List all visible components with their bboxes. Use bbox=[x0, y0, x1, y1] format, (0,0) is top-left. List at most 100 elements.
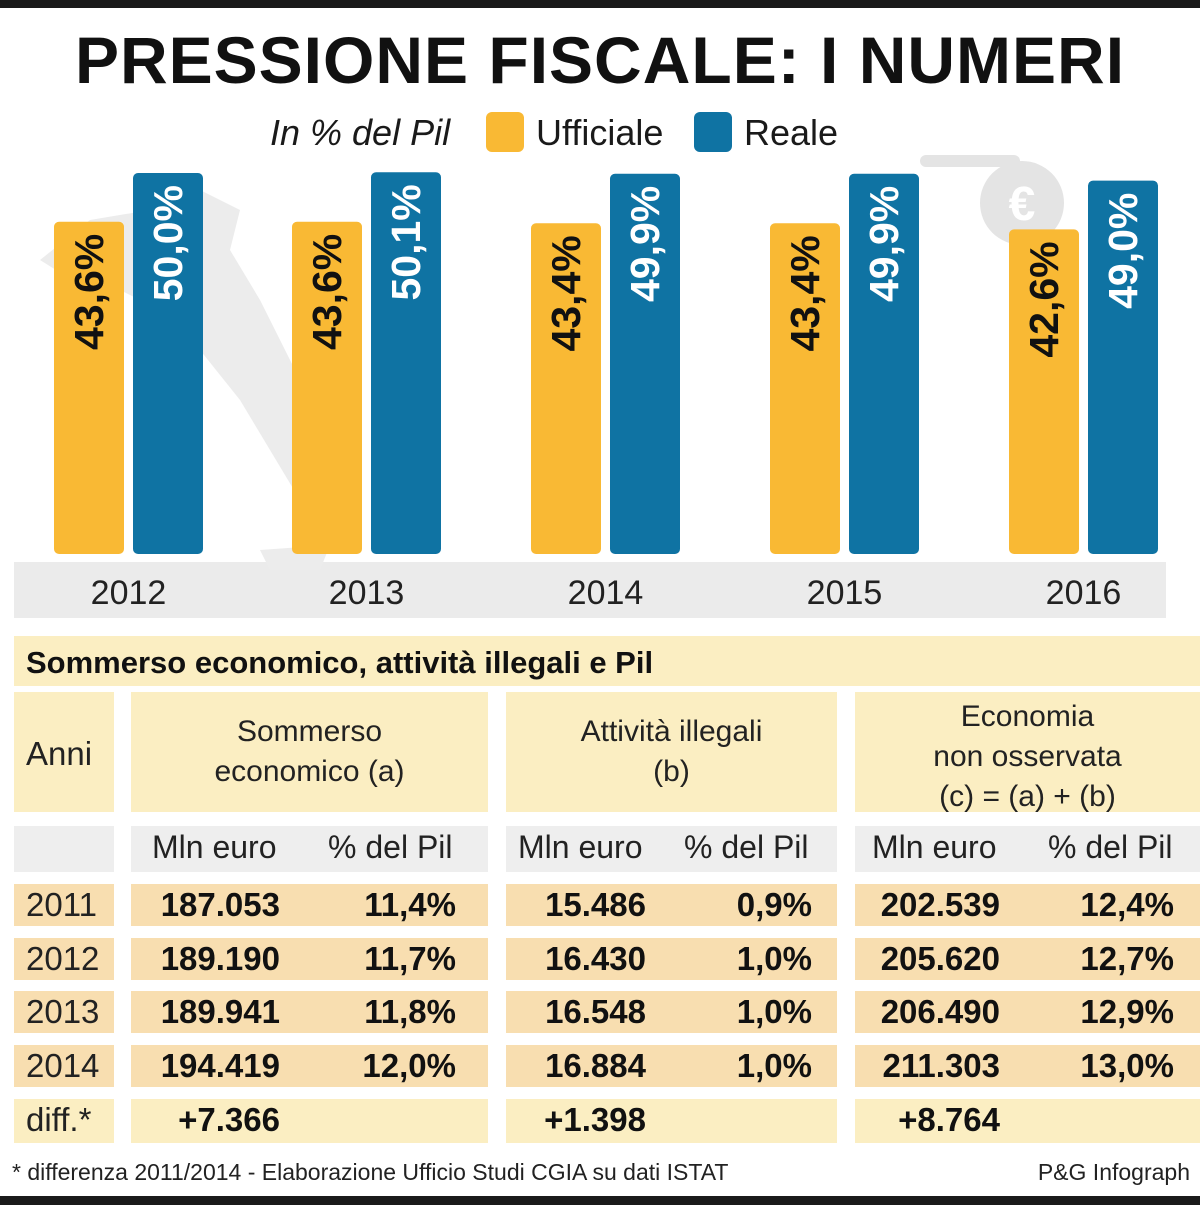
diff-row-group-1 bbox=[506, 1099, 837, 1143]
row-year-2011: 2011 bbox=[26, 886, 97, 923]
header-anni-label: Anni bbox=[26, 735, 93, 772]
group-header-2-line-2: (c) = (a) + (b) bbox=[939, 780, 1116, 813]
subheader-cell-group-0 bbox=[131, 826, 488, 872]
header-cell-group-0 bbox=[131, 692, 488, 812]
cell-c_mln-2013: 206.490 bbox=[880, 993, 1000, 1030]
cell-c_pct-2012: 12,7% bbox=[1080, 940, 1174, 977]
table-row-2014-group-1 bbox=[506, 1045, 837, 1087]
bar-reale-2016 bbox=[1088, 180, 1158, 554]
data-label-reale-2012: 50,0% bbox=[145, 185, 191, 301]
bottom-rule bbox=[0, 1196, 1200, 1205]
cell-a_mln-2014: 194.419 bbox=[160, 1047, 280, 1084]
table-row-2011-group-2 bbox=[855, 884, 1200, 926]
coin-stack-icon: € bbox=[920, 155, 1064, 245]
cell-b_mln-2013: 16.548 bbox=[545, 993, 646, 1030]
cell-c_mln-2014: 211.303 bbox=[882, 1047, 1000, 1084]
cell-a_pct-2013: 11,8% bbox=[364, 993, 456, 1030]
diff-value-a: +7.366 bbox=[178, 1101, 280, 1138]
bar-ufficiale-2015 bbox=[770, 223, 840, 554]
diff-row-group-0 bbox=[131, 1099, 488, 1143]
header-cell-group-1 bbox=[506, 692, 837, 812]
cell-a_mln-2012: 189.190 bbox=[160, 940, 280, 977]
table-title-band bbox=[14, 636, 1200, 686]
table-row-2013-group-2 bbox=[855, 991, 1200, 1033]
data-label-reale-2013: 50,1% bbox=[383, 184, 429, 300]
diff-row-anni bbox=[14, 1099, 114, 1143]
year-axis-band bbox=[14, 562, 1166, 618]
group-header-0-line-1: economico (a) bbox=[214, 755, 405, 788]
bar-reale-2012 bbox=[133, 173, 203, 554]
cell-a_pct-2011: 11,4% bbox=[364, 886, 456, 923]
cell-c_pct-2014: 13,0% bbox=[1080, 1047, 1174, 1084]
data-label-ufficiale-2016: 42,6% bbox=[1021, 241, 1067, 357]
table-row-2013-anni bbox=[14, 991, 114, 1033]
table-row-2011-group-0 bbox=[131, 884, 488, 926]
table-row-2012-group-2 bbox=[855, 938, 1200, 980]
group-header-1-line-1: (b) bbox=[653, 755, 690, 788]
cell-b_pct-2014: 1,0% bbox=[736, 1047, 812, 1084]
cell-b_pct-2013: 1,0% bbox=[736, 993, 812, 1030]
bar-ufficiale-2013 bbox=[292, 221, 362, 554]
x-tick-label-2015: 2015 bbox=[807, 574, 883, 612]
x-tick-label-2013: 2013 bbox=[329, 574, 405, 612]
data-label-ufficiale-2012: 43,6% bbox=[66, 234, 112, 350]
diff-value-b: +1.398 bbox=[544, 1101, 646, 1138]
cell-b_mln-2012: 16.430 bbox=[545, 940, 646, 977]
bar-reale-2015 bbox=[849, 173, 919, 554]
data-label-ufficiale-2013: 43,6% bbox=[304, 234, 350, 350]
cell-b_pct-2011: 0,9% bbox=[736, 886, 812, 923]
cell-c_pct-2011: 12,4% bbox=[1080, 886, 1174, 923]
legend-swatch-reale bbox=[694, 112, 732, 152]
cell-a_mln-2011: 187.053 bbox=[160, 886, 280, 923]
diff-row-group-2 bbox=[855, 1099, 1200, 1143]
cell-a_pct-2012: 11,7% bbox=[364, 940, 456, 977]
legend-unit-label: In % del Pil bbox=[270, 112, 451, 153]
diff-row-label: diff.* bbox=[26, 1101, 92, 1138]
x-tick-label-2014: 2014 bbox=[568, 574, 644, 612]
table-row-2012-anni bbox=[14, 938, 114, 980]
subheader-cell-group-1 bbox=[506, 826, 837, 872]
cell-c_mln-2012: 205.620 bbox=[880, 940, 1000, 977]
group-header-2-line-1: non osservata bbox=[933, 740, 1122, 773]
row-year-2014: 2014 bbox=[26, 1047, 100, 1084]
table-row-2014-group-2 bbox=[855, 1045, 1200, 1087]
subheader-mln-1: Mln euro bbox=[518, 829, 643, 865]
header-cell-group-2 bbox=[855, 692, 1200, 812]
data-label-reale-2014: 49,9% bbox=[622, 186, 668, 302]
group-header-0-line-0: Sommerso bbox=[236, 715, 383, 748]
table-row-2011-anni bbox=[14, 884, 114, 926]
cell-c_pct-2013: 12,9% bbox=[1080, 993, 1174, 1030]
subheader-mln-2: Mln euro bbox=[872, 829, 997, 865]
cell-b_pct-2012: 1,0% bbox=[736, 940, 812, 977]
table-title: Sommerso economico, attività illegali e … bbox=[26, 645, 654, 680]
diff-value-c: +8.764 bbox=[898, 1101, 1000, 1138]
subheader-cell-group-2 bbox=[855, 826, 1200, 872]
cell-a_mln-2013: 189.941 bbox=[160, 993, 280, 1030]
bar-reale-2014 bbox=[610, 173, 680, 554]
bar-ufficiale-2016 bbox=[1009, 229, 1079, 554]
data-label-ufficiale-2014: 43,4% bbox=[543, 235, 589, 351]
top-rule bbox=[0, 0, 1200, 8]
table-row-2014-anni bbox=[14, 1045, 114, 1087]
bars-layer: 43,6% 50,0% 43,6% 50,1% 43,4% 49,9% 43,4% 49,9%… bbox=[54, 172, 1158, 554]
subheader-pct-2: % del Pil bbox=[1048, 829, 1173, 865]
bar-reale-2013 bbox=[371, 172, 441, 554]
credit: P&G Infograph bbox=[1037, 1159, 1190, 1185]
x-tick-label-2016: 2016 bbox=[1046, 574, 1122, 612]
row-year-2012: 2012 bbox=[26, 940, 100, 977]
data-label-ufficiale-2015: 43,4% bbox=[782, 235, 828, 351]
legend-label-ufficiale: Ufficiale bbox=[536, 112, 664, 153]
header-cell-anni bbox=[14, 692, 114, 812]
subheader-pct-1: % del Pil bbox=[684, 829, 809, 865]
group-header-2-line-0: Economia bbox=[960, 700, 1095, 733]
cell-a_pct-2014: 12,0% bbox=[362, 1047, 456, 1084]
table-row-2011-group-1 bbox=[506, 884, 837, 926]
table-row-2014-group-0 bbox=[131, 1045, 488, 1087]
table-row-2012-group-0 bbox=[131, 938, 488, 980]
x-axis-labels: 2012 2013 2014 2015 2016 bbox=[91, 574, 1122, 612]
row-year-2013: 2013 bbox=[26, 993, 100, 1030]
page-title: PRESSIONE FISCALE: I NUMERI bbox=[74, 23, 1126, 97]
subheader-cell-anni bbox=[14, 826, 114, 872]
svg-text:€: € bbox=[1009, 178, 1036, 231]
subheader-mln-0: Mln euro bbox=[152, 829, 277, 865]
